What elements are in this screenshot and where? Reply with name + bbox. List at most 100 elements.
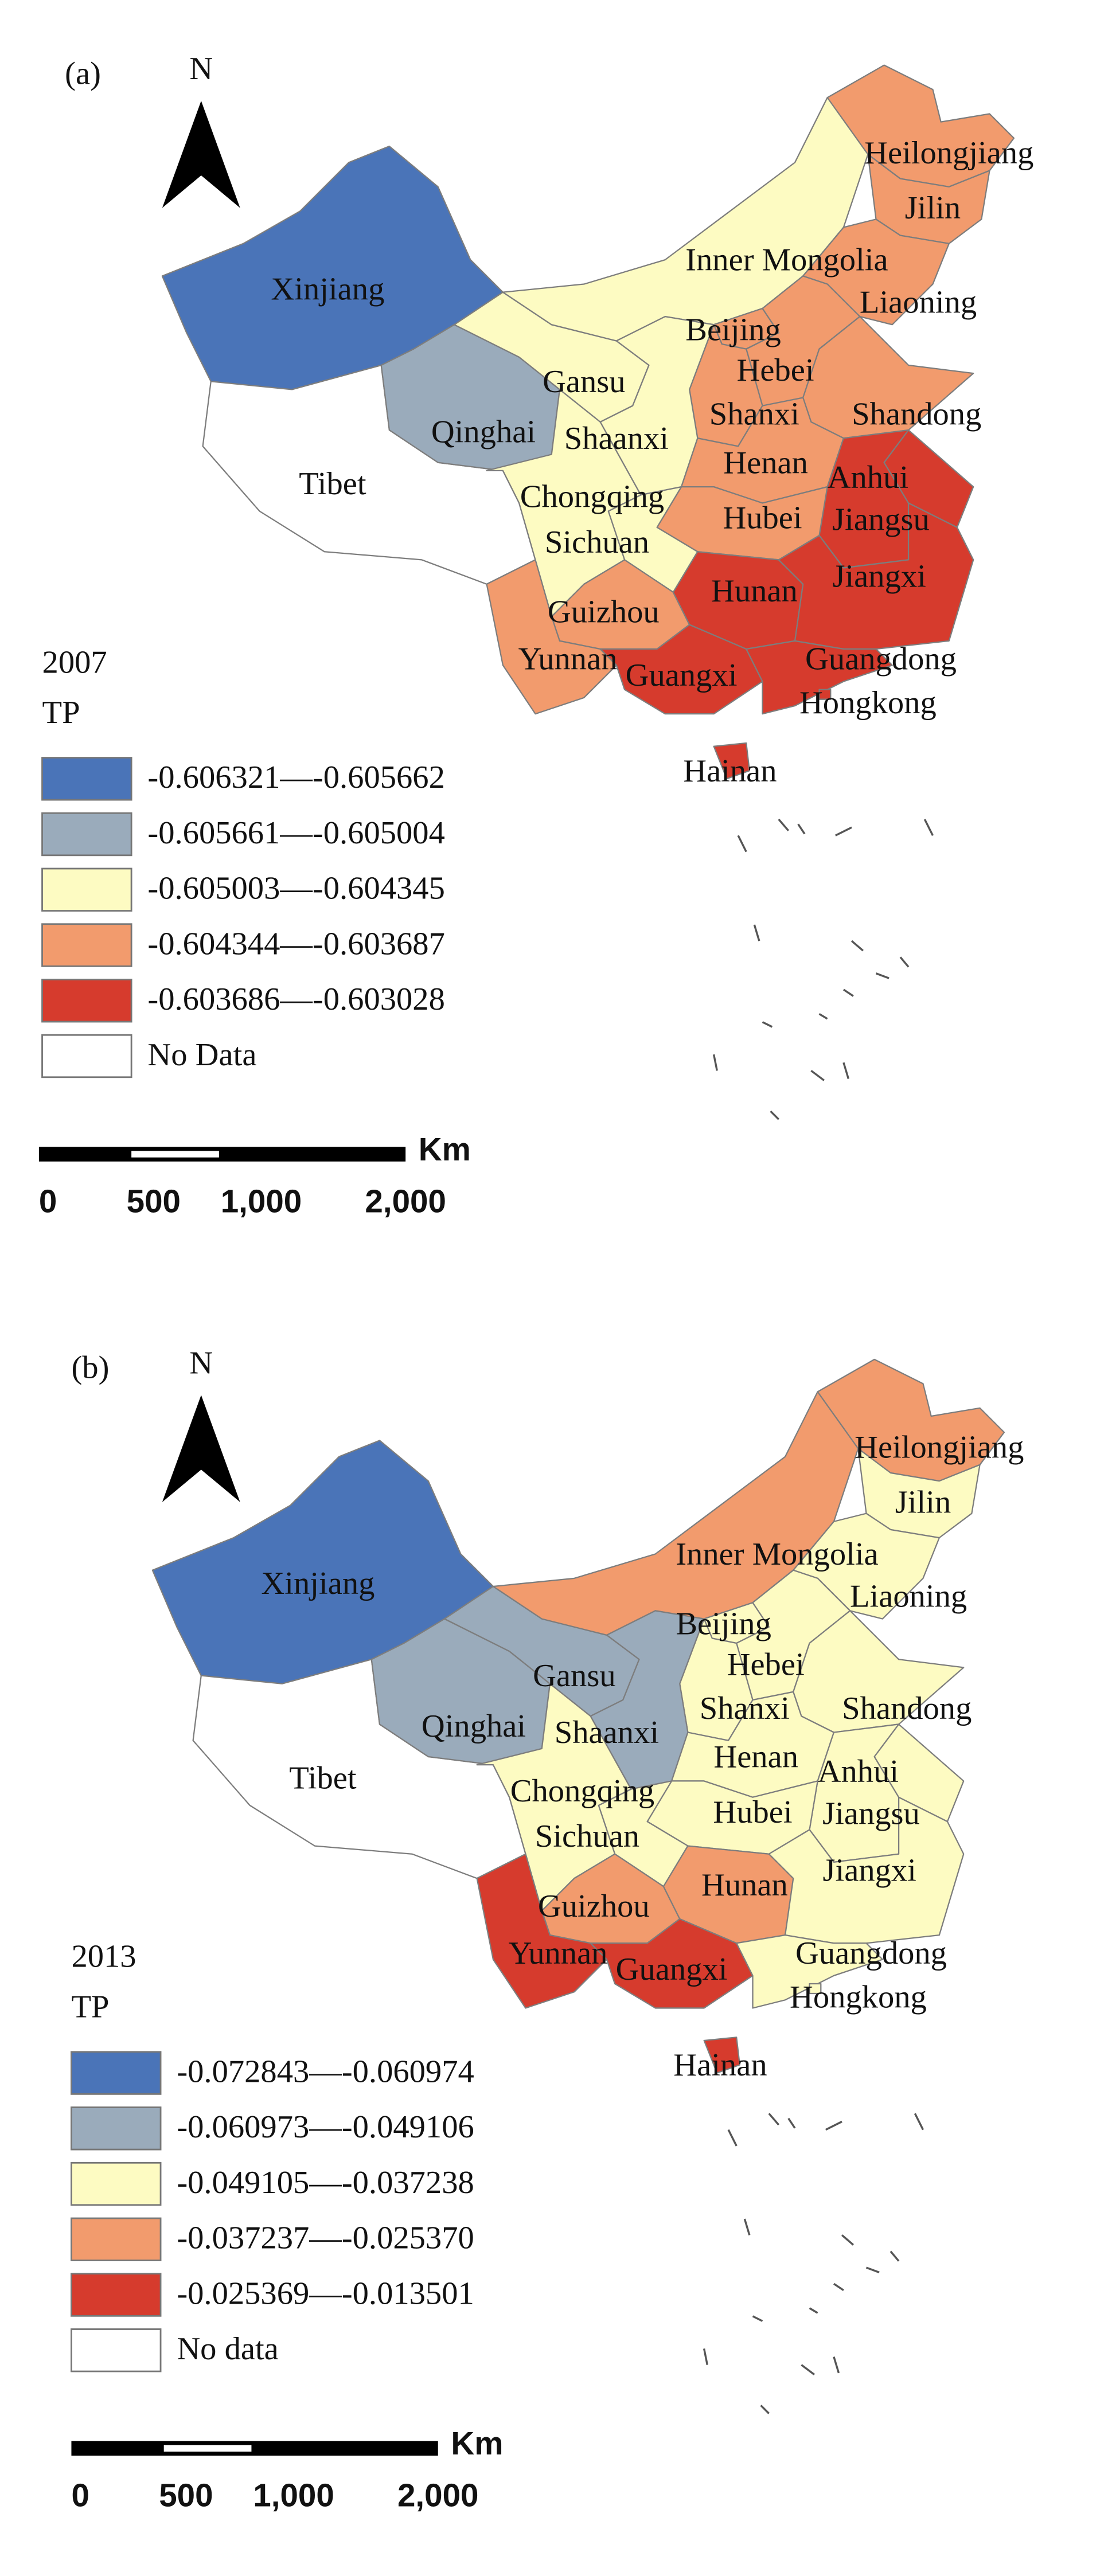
island-outline xyxy=(743,2218,751,2235)
province-label: Qinghai xyxy=(431,415,536,450)
island-outline xyxy=(923,819,934,836)
province-label: Tibet xyxy=(299,466,366,502)
province-label: Yunnan xyxy=(509,1936,608,1971)
province xyxy=(736,1934,883,2009)
legend-label: -0.604344—-0.603687 xyxy=(147,926,444,961)
island-outline xyxy=(801,2364,816,2376)
province xyxy=(703,2036,741,2074)
province-label: Jilin xyxy=(895,1485,951,1520)
scale-tick-label: 500 xyxy=(127,1183,181,1219)
province xyxy=(599,624,763,715)
province-label: Inner Mongolia xyxy=(676,1537,878,1572)
province-label: Hebei xyxy=(737,353,814,388)
legend-swatch xyxy=(41,923,132,967)
province-label: Henan xyxy=(723,445,808,480)
scale-unit: Km xyxy=(451,2425,503,2461)
island-outline xyxy=(842,988,854,997)
north-arrow xyxy=(162,1395,240,1502)
island-outline xyxy=(899,956,910,968)
province xyxy=(818,689,832,700)
island-outline xyxy=(833,2282,844,2292)
province-label: Jiangsu xyxy=(832,502,930,537)
legend-label: -0.603686—-0.603028 xyxy=(147,982,444,1017)
island-outline xyxy=(850,940,864,952)
north-label: N xyxy=(189,51,213,87)
island-outline xyxy=(889,2250,900,2262)
island-outline xyxy=(865,2266,880,2274)
province xyxy=(590,1918,754,2009)
province-label: Guizhou xyxy=(538,1889,650,1924)
legend-swatch xyxy=(71,2051,162,2095)
island-outline xyxy=(712,1054,718,1071)
province-label: Heilongjiang xyxy=(855,1429,1024,1465)
province-label: Guangdong xyxy=(795,1936,947,1971)
scale-tick-label: 0 xyxy=(39,1183,57,1219)
province-label: Hubei xyxy=(723,501,802,536)
island-outline xyxy=(809,2307,818,2314)
legend-swatch xyxy=(71,2106,162,2151)
scale-bar-segment xyxy=(163,2445,252,2452)
province-label: Jilin xyxy=(905,190,961,226)
province-label: Inner Mongolia xyxy=(685,243,888,278)
legend-label: -0.025369—-0.013501 xyxy=(177,2276,474,2311)
province-label: Anhui xyxy=(818,1754,899,1789)
province-label: Beijing xyxy=(685,312,781,347)
legend-year: 2013 xyxy=(71,1939,136,1975)
island-outline xyxy=(770,1110,779,1120)
province-label: Hubei xyxy=(713,1795,792,1830)
island-outline xyxy=(727,2129,738,2147)
scale-bar-segment xyxy=(131,1151,219,1158)
legend-label: -0.605003—-0.604345 xyxy=(147,871,444,906)
province-label: Hainan xyxy=(673,2047,767,2083)
legend-swatch xyxy=(71,2161,162,2206)
legend-swatch xyxy=(41,1034,132,1078)
island-outline xyxy=(835,826,852,836)
scale-tick-label: 0 xyxy=(71,2477,89,2514)
island-outline xyxy=(825,2120,842,2131)
panel-label: (b) xyxy=(71,1350,109,1386)
legend-label: -0.049105—-0.037238 xyxy=(177,2165,474,2200)
legend-year: 2007 xyxy=(42,644,107,680)
scale-bar xyxy=(71,2441,438,2456)
legend-swatch xyxy=(41,867,132,912)
province-label: Henan xyxy=(713,1740,798,1775)
province-label: Chongqing xyxy=(510,1773,654,1809)
province xyxy=(746,640,893,715)
legend-swatch xyxy=(71,2217,162,2262)
province-label: Jiangxi xyxy=(832,558,926,594)
island-outline xyxy=(768,2113,780,2126)
province-label: Guizhou xyxy=(548,595,660,630)
legend-label: -0.606321—-0.605662 xyxy=(147,760,444,795)
legend-label: No Data xyxy=(147,1037,256,1073)
legend-swatch xyxy=(41,757,132,801)
legend-swatch xyxy=(41,979,132,1023)
province-label: Guangdong xyxy=(805,642,957,677)
province-label: Liaoning xyxy=(860,284,977,320)
province-label: Jiangsu xyxy=(822,1796,920,1832)
island-outline xyxy=(833,2356,840,2374)
legend-swatch xyxy=(71,2328,162,2372)
scale-tick-label: 1,000 xyxy=(221,1183,302,1219)
legend-label: -0.060973—-0.049106 xyxy=(177,2109,474,2145)
island-outline xyxy=(737,835,747,853)
province-label: Xinjiang xyxy=(261,1566,374,1601)
province-label: Shaanxi xyxy=(555,1715,659,1750)
legend-variable: TP xyxy=(42,695,80,730)
north-arrow xyxy=(162,100,240,208)
province-label: Sichuan xyxy=(535,1819,639,1854)
legend-variable: TP xyxy=(71,1989,109,2024)
scale-unit: Km xyxy=(419,1131,471,1167)
province-label: Sichuan xyxy=(545,525,649,560)
province-label: Guangxi xyxy=(616,1952,728,1987)
island-outline xyxy=(841,2234,854,2246)
island-outline xyxy=(810,1070,825,1081)
province-label: Shaanxi xyxy=(564,421,669,456)
province-label: Xinjiang xyxy=(271,272,384,307)
legend-label: No data xyxy=(177,2331,278,2367)
island-outline xyxy=(842,1062,850,1080)
province-label: Shandong xyxy=(842,1691,972,1726)
province-label: Anhui xyxy=(828,460,908,495)
